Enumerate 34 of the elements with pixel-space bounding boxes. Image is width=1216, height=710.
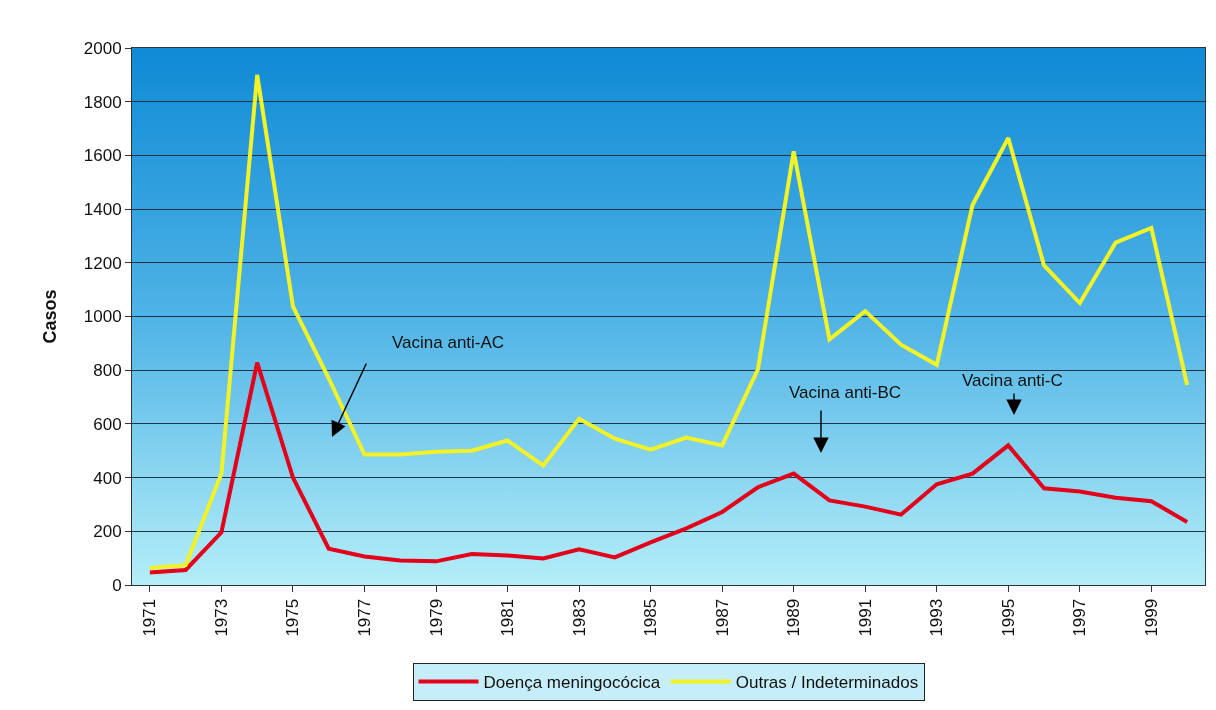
annotation: Vacina anti-C <box>962 371 1063 390</box>
y-tick-label: 2000 <box>83 38 122 58</box>
y-tick-label: 200 <box>93 522 122 542</box>
x-tick-label: 1973 <box>211 598 231 637</box>
annotation: Vacina anti-BC <box>789 383 902 402</box>
line-series <box>147 72 1190 571</box>
legend-label: Outras / Indeterminados <box>735 673 919 693</box>
x-tick-label: 1995 <box>998 598 1018 637</box>
x-tick-label: 1993 <box>927 598 947 637</box>
y-tick-label: 600 <box>93 414 122 434</box>
x-tick-label: 1975 <box>283 598 303 637</box>
x-tick-label: 1971 <box>140 598 160 637</box>
annotation: Vacina anti-AC <box>392 333 505 352</box>
legend-label: Doença meningocócica <box>483 673 661 693</box>
y-tick-label: 1600 <box>83 146 122 166</box>
x-tick-label: 1979 <box>426 598 446 637</box>
y-tick-label: 1400 <box>83 200 122 220</box>
x-tick-label: 1987 <box>712 598 732 637</box>
x-tick-label: 1983 <box>569 598 589 637</box>
y-tick-label: 1200 <box>83 253 122 273</box>
x-tick-label: 1989 <box>784 598 804 637</box>
x-tick-label: 1991 <box>855 598 875 637</box>
y-axis-title: Casos <box>39 289 60 344</box>
x-tick-label: 1985 <box>641 598 661 637</box>
y-tick-label: 0 <box>112 575 122 595</box>
x-tick-label: 1999 <box>1141 598 1161 637</box>
y-tick-label: 1800 <box>83 92 122 112</box>
y-tick-label: 400 <box>93 468 122 488</box>
x-tick-label: 1997 <box>1070 598 1090 637</box>
line-series <box>147 360 1190 575</box>
x-tick-label: 1981 <box>498 598 518 637</box>
x-tick-label: 1977 <box>355 598 375 637</box>
y-tick-label: 1000 <box>83 307 122 327</box>
y-tick-label: 800 <box>93 361 122 381</box>
